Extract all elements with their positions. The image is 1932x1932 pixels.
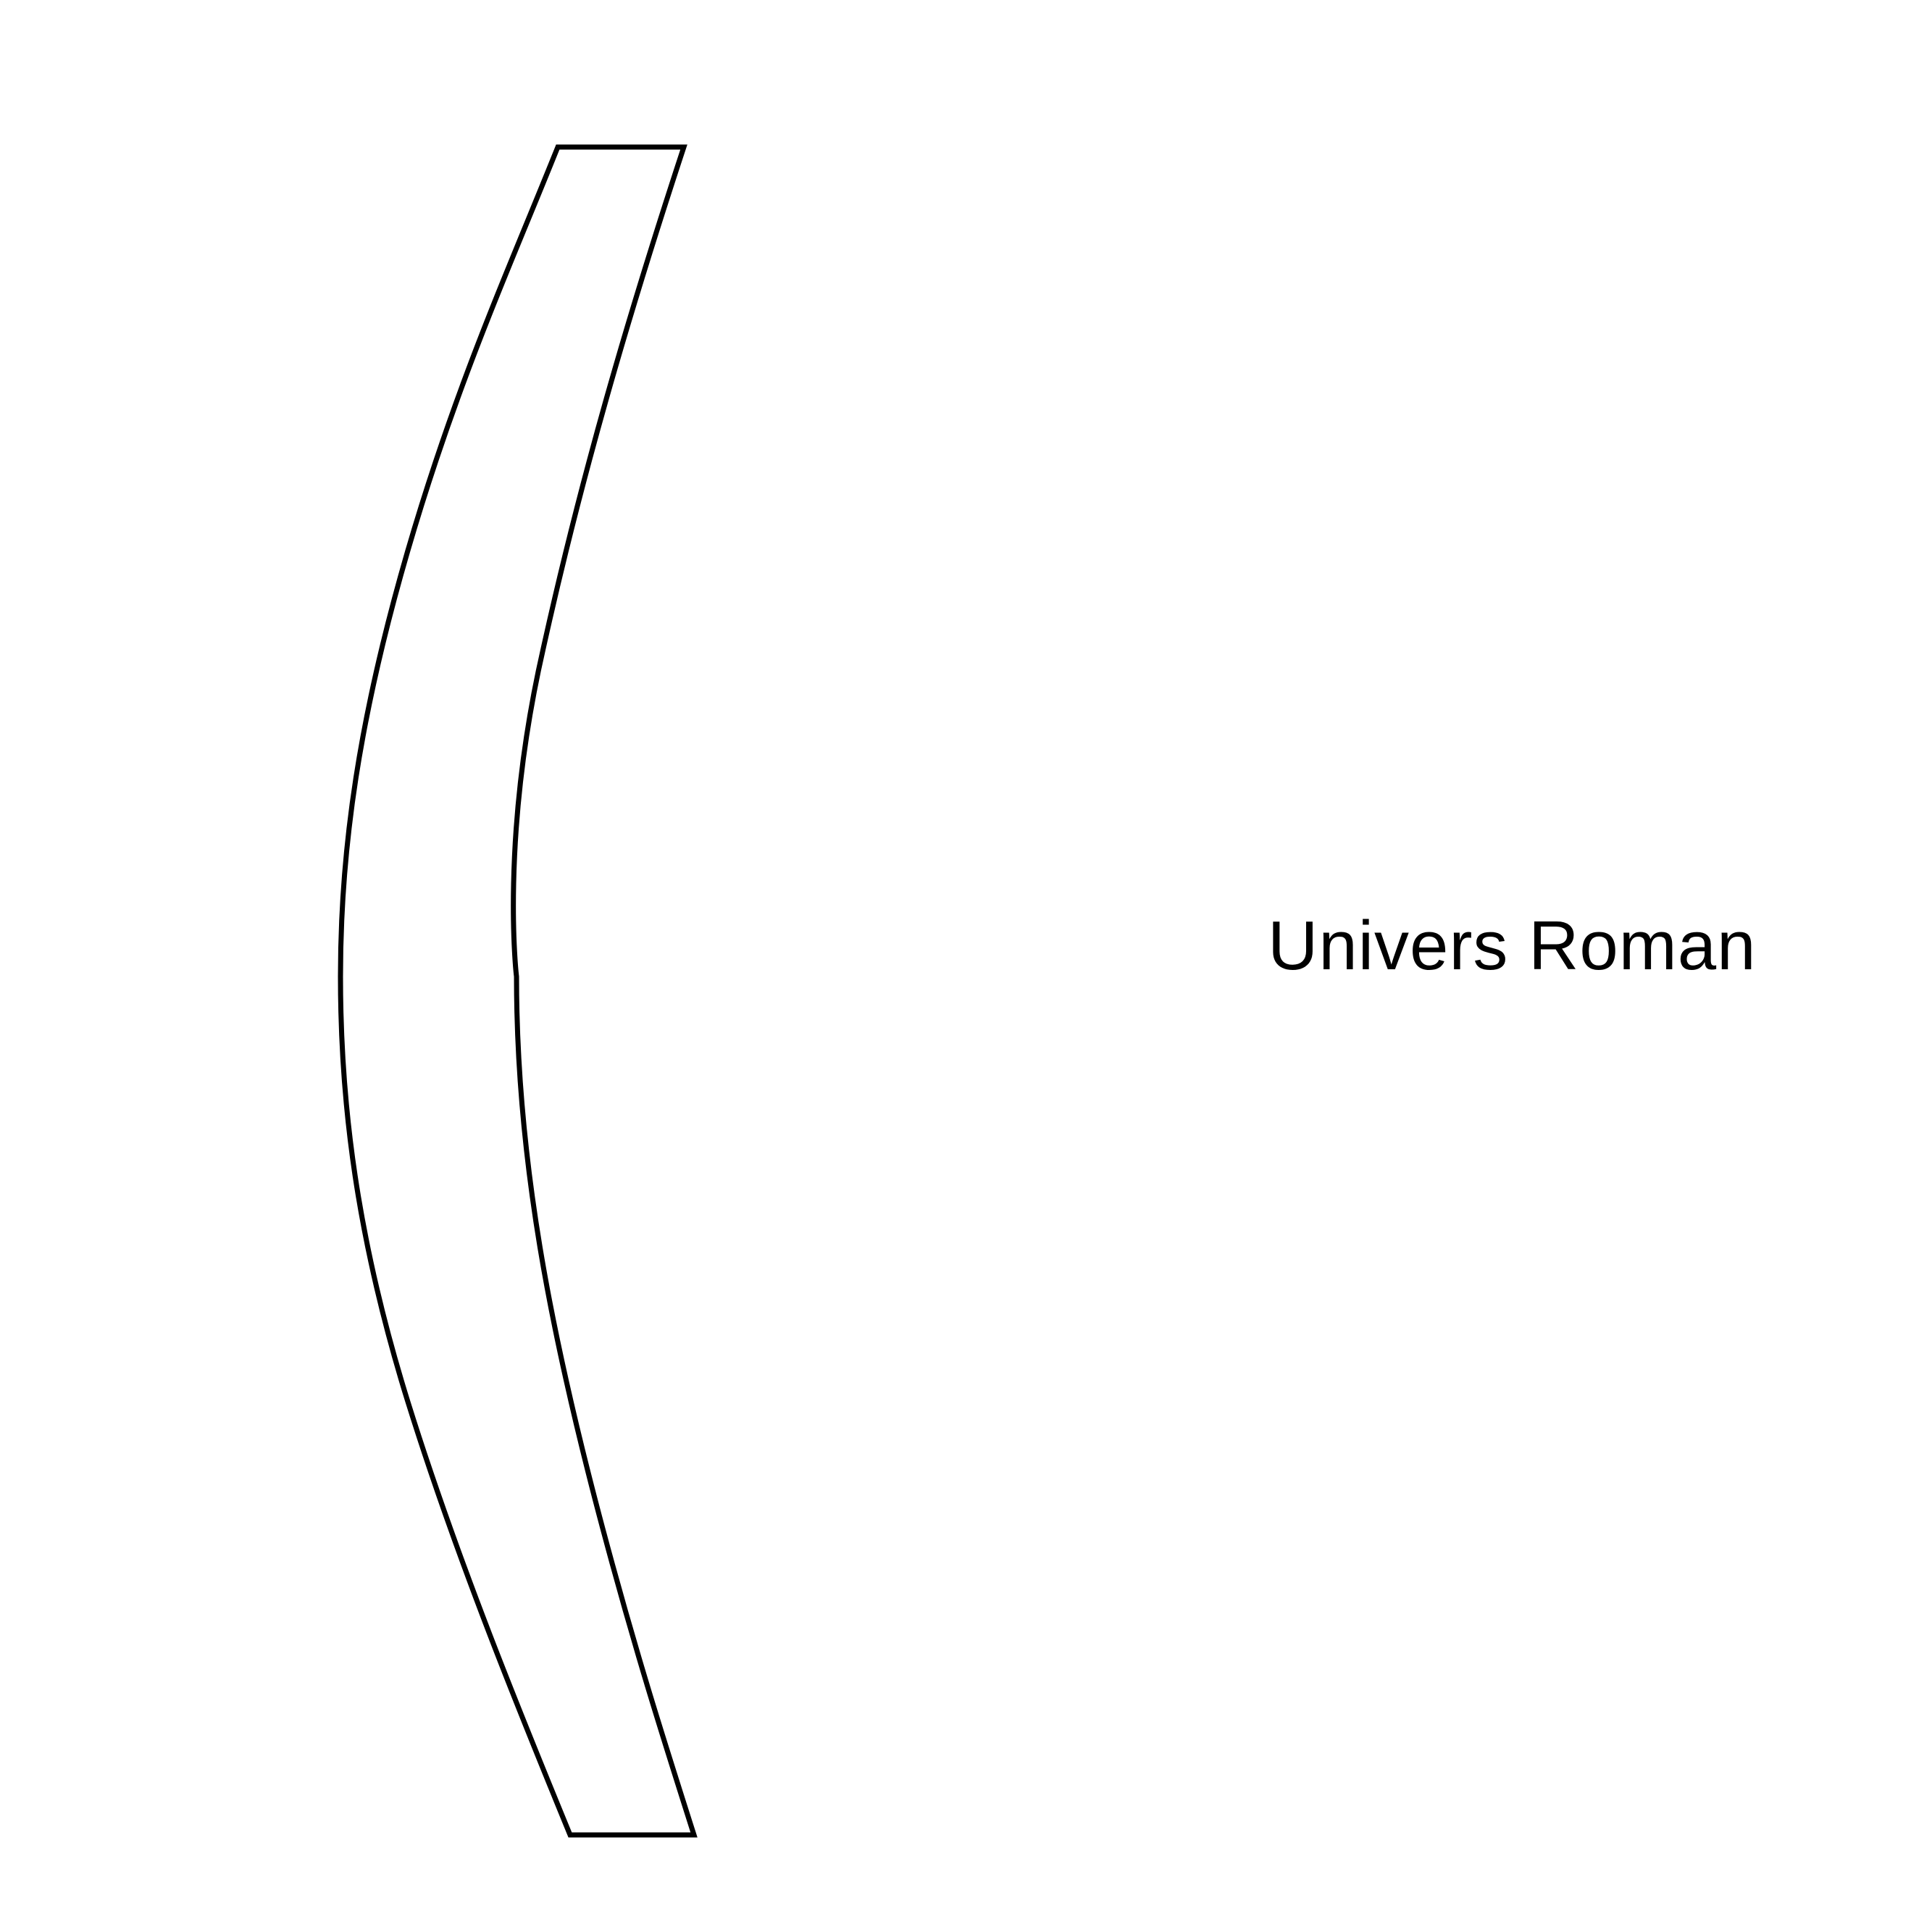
font-name-label: Univers Roman	[1268, 907, 1757, 984]
left-parenthesis-glyph-outline	[338, 144, 698, 1838]
